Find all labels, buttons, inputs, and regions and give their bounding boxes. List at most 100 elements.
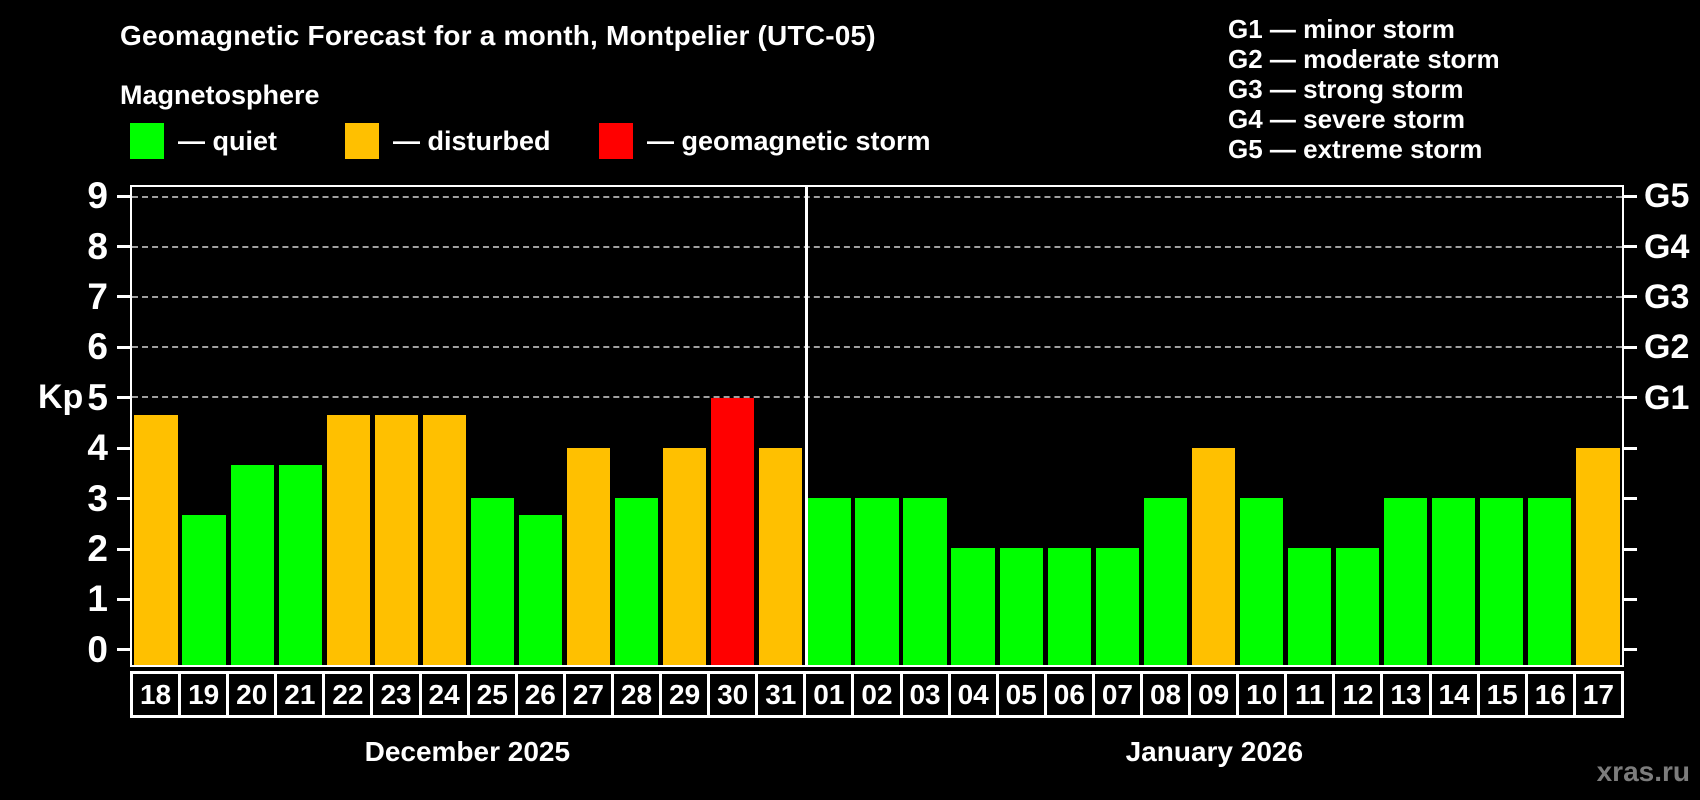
y-tick-5 (117, 396, 130, 400)
legend-item-quiet: — quiet (130, 122, 277, 160)
day-label-04: 04 (947, 671, 999, 718)
day-label-27: 27 (562, 671, 614, 718)
kp-bar-day-26 (518, 514, 563, 665)
bar-cell-04 (949, 187, 997, 665)
y-tick-label-5: 5 (87, 376, 108, 418)
bar-cell-15 (1478, 187, 1526, 665)
watermark: xras.ru (1596, 756, 1690, 787)
day-label-16: 16 (1524, 671, 1576, 718)
kp-bar-day-18 (134, 414, 178, 665)
day-label-08: 08 (1139, 671, 1192, 718)
bar-cell-16 (1526, 187, 1574, 665)
y-tick-3 (117, 497, 130, 501)
legend-item-disturbed: — disturbed (345, 122, 551, 160)
y-tick-label-3: 3 (87, 477, 108, 519)
kp-bar-day-04 (951, 548, 995, 665)
kp-bar-day-19 (182, 514, 226, 665)
y-tick-label-8: 8 (87, 225, 108, 267)
y-tick-label-7: 7 (87, 275, 108, 317)
y-axis-right: G1 G2 G3 G4 G5 (1624, 179, 1700, 667)
day-label-28: 28 (610, 671, 663, 718)
gridline-kp5 (132, 396, 1622, 398)
bar-cell-05 (997, 187, 1045, 665)
kp-bar-day-02 (855, 498, 899, 665)
kp-bar-day-22 (326, 414, 370, 665)
y-tick-label-6: 6 (87, 326, 108, 368)
kp-bar-day-24 (422, 414, 467, 665)
day-label-31: 31 (755, 671, 807, 718)
y-tick-0 (117, 648, 130, 652)
storm-scale-g2: G2 — moderate storm (1228, 44, 1500, 74)
chart-subtitle: Magnetosphere (120, 80, 320, 110)
bars-container (132, 187, 1622, 665)
kp-bar-day-11 (1287, 548, 1332, 665)
day-label-21: 21 (274, 671, 326, 718)
legend-item-storm: — geomagnetic storm (599, 122, 931, 160)
day-label-18: 18 (130, 671, 182, 718)
bar-cell-26 (517, 187, 565, 665)
y-axis-title: Kp (38, 378, 84, 416)
g-scale-label-g2: G2 (1644, 328, 1690, 367)
kp-bar-day-09 (1191, 448, 1236, 665)
bar-cell-30 (709, 187, 757, 665)
month-divider-line (804, 187, 808, 665)
y-tick-label-0: 0 (87, 628, 108, 670)
gridline-kp9 (132, 196, 1622, 198)
y-tick-9 (117, 194, 130, 198)
bar-cell-08 (1141, 187, 1189, 665)
right-tick-0 (1624, 648, 1637, 652)
y-tick-8 (117, 245, 130, 249)
kp-bar-day-31 (759, 448, 803, 665)
day-label-05: 05 (995, 671, 1047, 718)
storm-scale-legend: G1 — minor storm G2 — moderate storm G3 … (1228, 14, 1500, 164)
day-label-26: 26 (514, 671, 566, 718)
bar-cell-12 (1334, 187, 1382, 665)
storm-scale-g1: G1 — minor storm (1228, 14, 1455, 44)
bar-cell-19 (180, 187, 228, 665)
day-label-10: 10 (1236, 671, 1288, 718)
bar-cell-09 (1189, 187, 1237, 665)
bar-cell-03 (901, 187, 949, 665)
bar-cell-07 (1093, 187, 1141, 665)
kp-bar-day-15 (1480, 498, 1524, 665)
day-label-15: 15 (1476, 671, 1528, 718)
day-label-30: 30 (707, 671, 759, 718)
bar-cell-18 (132, 187, 180, 665)
storm-scale-g3: G3 — strong storm (1228, 74, 1464, 104)
kp-bar-day-07 (1095, 548, 1139, 665)
day-label-09: 09 (1188, 671, 1240, 718)
y-tick-6 (117, 345, 130, 349)
bar-cell-23 (372, 187, 420, 665)
bar-cell-06 (1045, 187, 1093, 665)
day-label-17: 17 (1572, 671, 1624, 718)
kp-bar-day-14 (1432, 498, 1476, 665)
bar-cell-29 (661, 187, 709, 665)
bar-cell-27 (565, 187, 613, 665)
right-tick-2 (1624, 547, 1637, 551)
right-tick-8 (1624, 245, 1637, 249)
day-label-22: 22 (322, 671, 374, 718)
day-label-11: 11 (1284, 671, 1336, 718)
y-tick-2 (117, 547, 130, 551)
bar-cell-17 (1574, 187, 1622, 665)
storm-color-swatch (599, 123, 633, 159)
kp-bar-day-27 (566, 448, 611, 665)
day-label-12: 12 (1332, 671, 1384, 718)
right-tick-4 (1624, 446, 1637, 450)
day-label-19: 19 (178, 671, 230, 718)
day-label-29: 29 (659, 671, 711, 718)
kp-bar-day-10 (1239, 498, 1284, 665)
day-label-03: 03 (899, 671, 951, 718)
bar-cell-20 (228, 187, 276, 665)
kp-bar-day-21 (278, 464, 322, 665)
kp-bar-day-05 (999, 548, 1043, 665)
kp-bar-day-28 (615, 498, 659, 665)
y-axis-left: 0 1 2 3 4 5 6 7 8 9 (0, 177, 130, 670)
day-label-20: 20 (226, 671, 278, 718)
day-label-07: 07 (1091, 671, 1143, 718)
right-tick-5 (1624, 396, 1637, 400)
month-labels-row: December 2025 January 2026 (130, 736, 1624, 768)
y-tick-label-4: 4 (87, 427, 108, 469)
bar-cell-13 (1382, 187, 1430, 665)
right-tick-3 (1624, 497, 1637, 501)
